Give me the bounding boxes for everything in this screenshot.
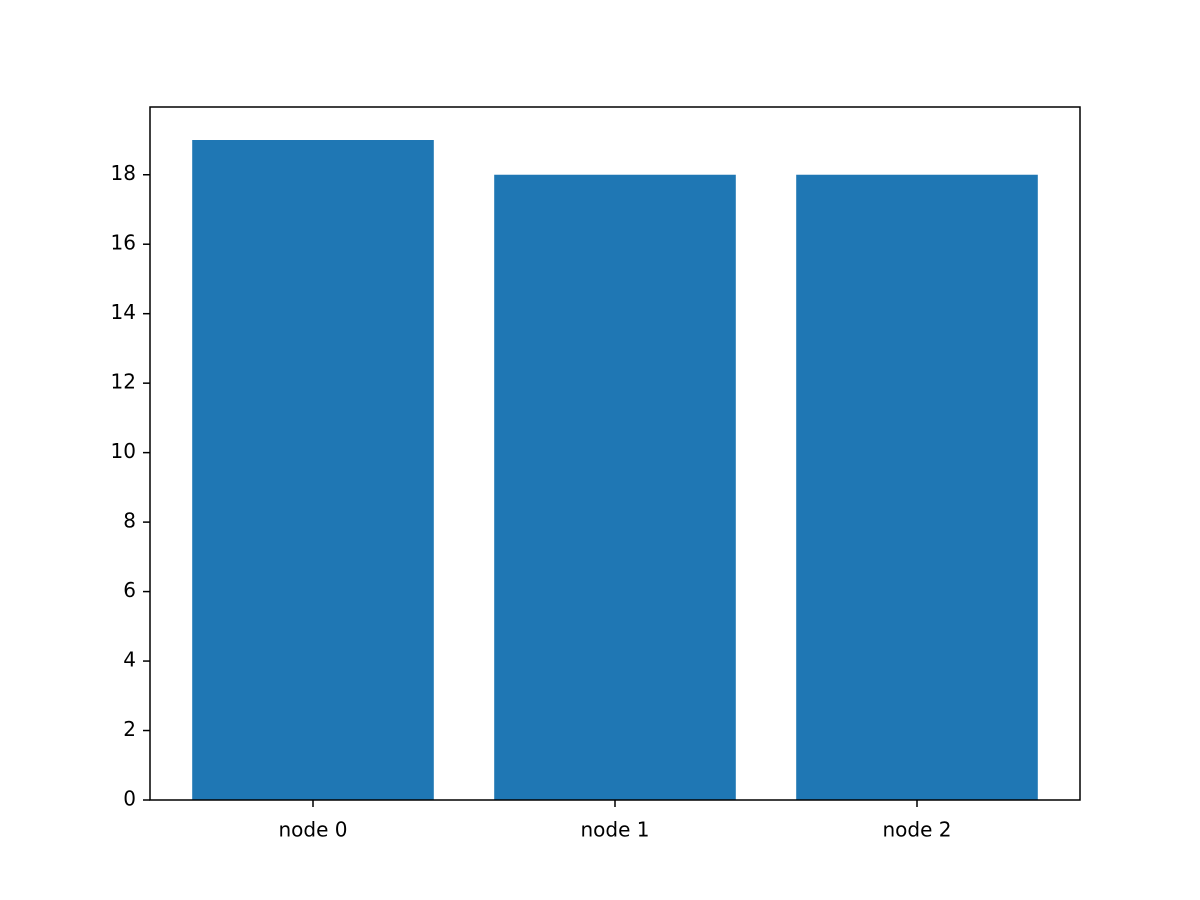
- y-tick-label: 6: [123, 578, 136, 602]
- x-tick-label: node 2: [883, 818, 952, 842]
- y-tick-label: 0: [123, 787, 136, 811]
- bar: [796, 174, 1038, 801]
- y-tick-label: 14: [111, 300, 136, 324]
- x-tick-label: node 1: [581, 818, 650, 842]
- y-tick-label: 18: [111, 161, 136, 185]
- x-tick-label: node 0: [279, 818, 348, 842]
- y-tick-label: 4: [123, 648, 136, 672]
- y-tick-label: 12: [111, 370, 136, 394]
- y-tick-label: 10: [111, 439, 136, 463]
- y-tick-label: 8: [123, 509, 136, 533]
- plot-frame: [149, 106, 1081, 801]
- y-tick-label: 2: [123, 717, 136, 741]
- y-tick-label: 16: [111, 231, 136, 255]
- bar: [192, 140, 434, 800]
- bar: [494, 174, 736, 801]
